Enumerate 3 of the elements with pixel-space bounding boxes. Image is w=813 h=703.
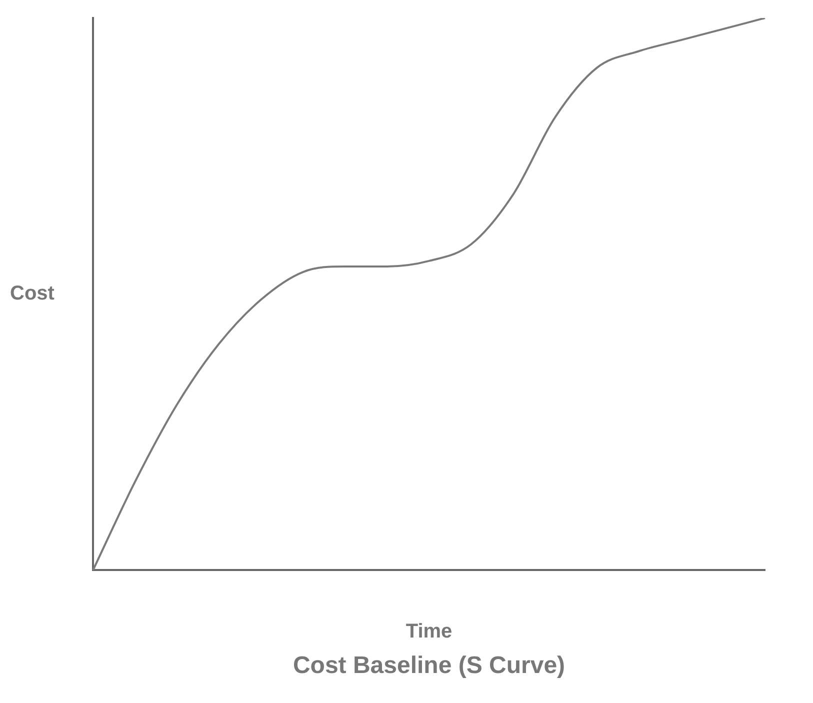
text: Cost Baseline (S Curve) — [292, 652, 566, 680]
x-axis-title: Time — [406, 620, 452, 643]
y-axis-title: Cost — [10, 282, 55, 305]
